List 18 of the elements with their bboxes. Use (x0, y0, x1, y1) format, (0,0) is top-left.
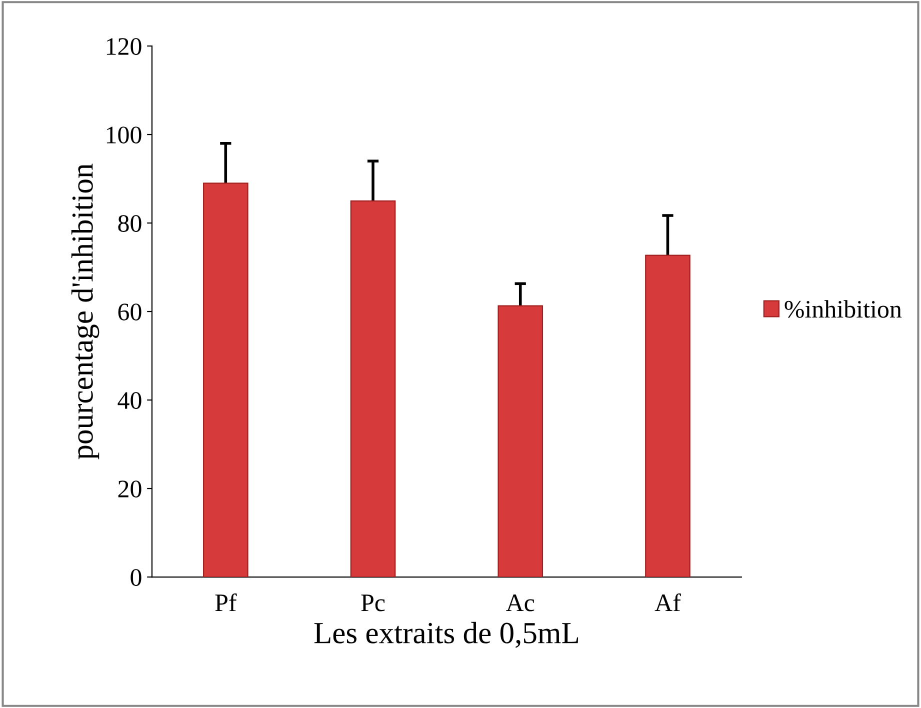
bar (645, 254, 690, 578)
y-tick-label: 60 (118, 304, 142, 320)
x-tick-label: Pf (215, 593, 237, 612)
bar (202, 182, 248, 578)
y-tick-label: 40 (118, 392, 142, 409)
y-axis-title: pourcentage d'inhibition (71, 164, 100, 460)
x-axis-title: Les extraits de 0,5mL (314, 622, 578, 648)
y-tick-label: 120 (106, 38, 142, 55)
bar (350, 200, 396, 578)
y-tick-label: 100 (106, 126, 142, 144)
legend-label: %inhibition (784, 300, 902, 318)
x-tick-label: Ac (506, 594, 534, 612)
bar (498, 305, 544, 578)
y-tick-label: 80 (118, 215, 142, 232)
x-tick-label: Pc (361, 594, 385, 612)
x-tick-label: Af (654, 593, 681, 612)
y-tick-label: 0 (130, 569, 142, 586)
y-tick-label: 20 (118, 480, 142, 498)
